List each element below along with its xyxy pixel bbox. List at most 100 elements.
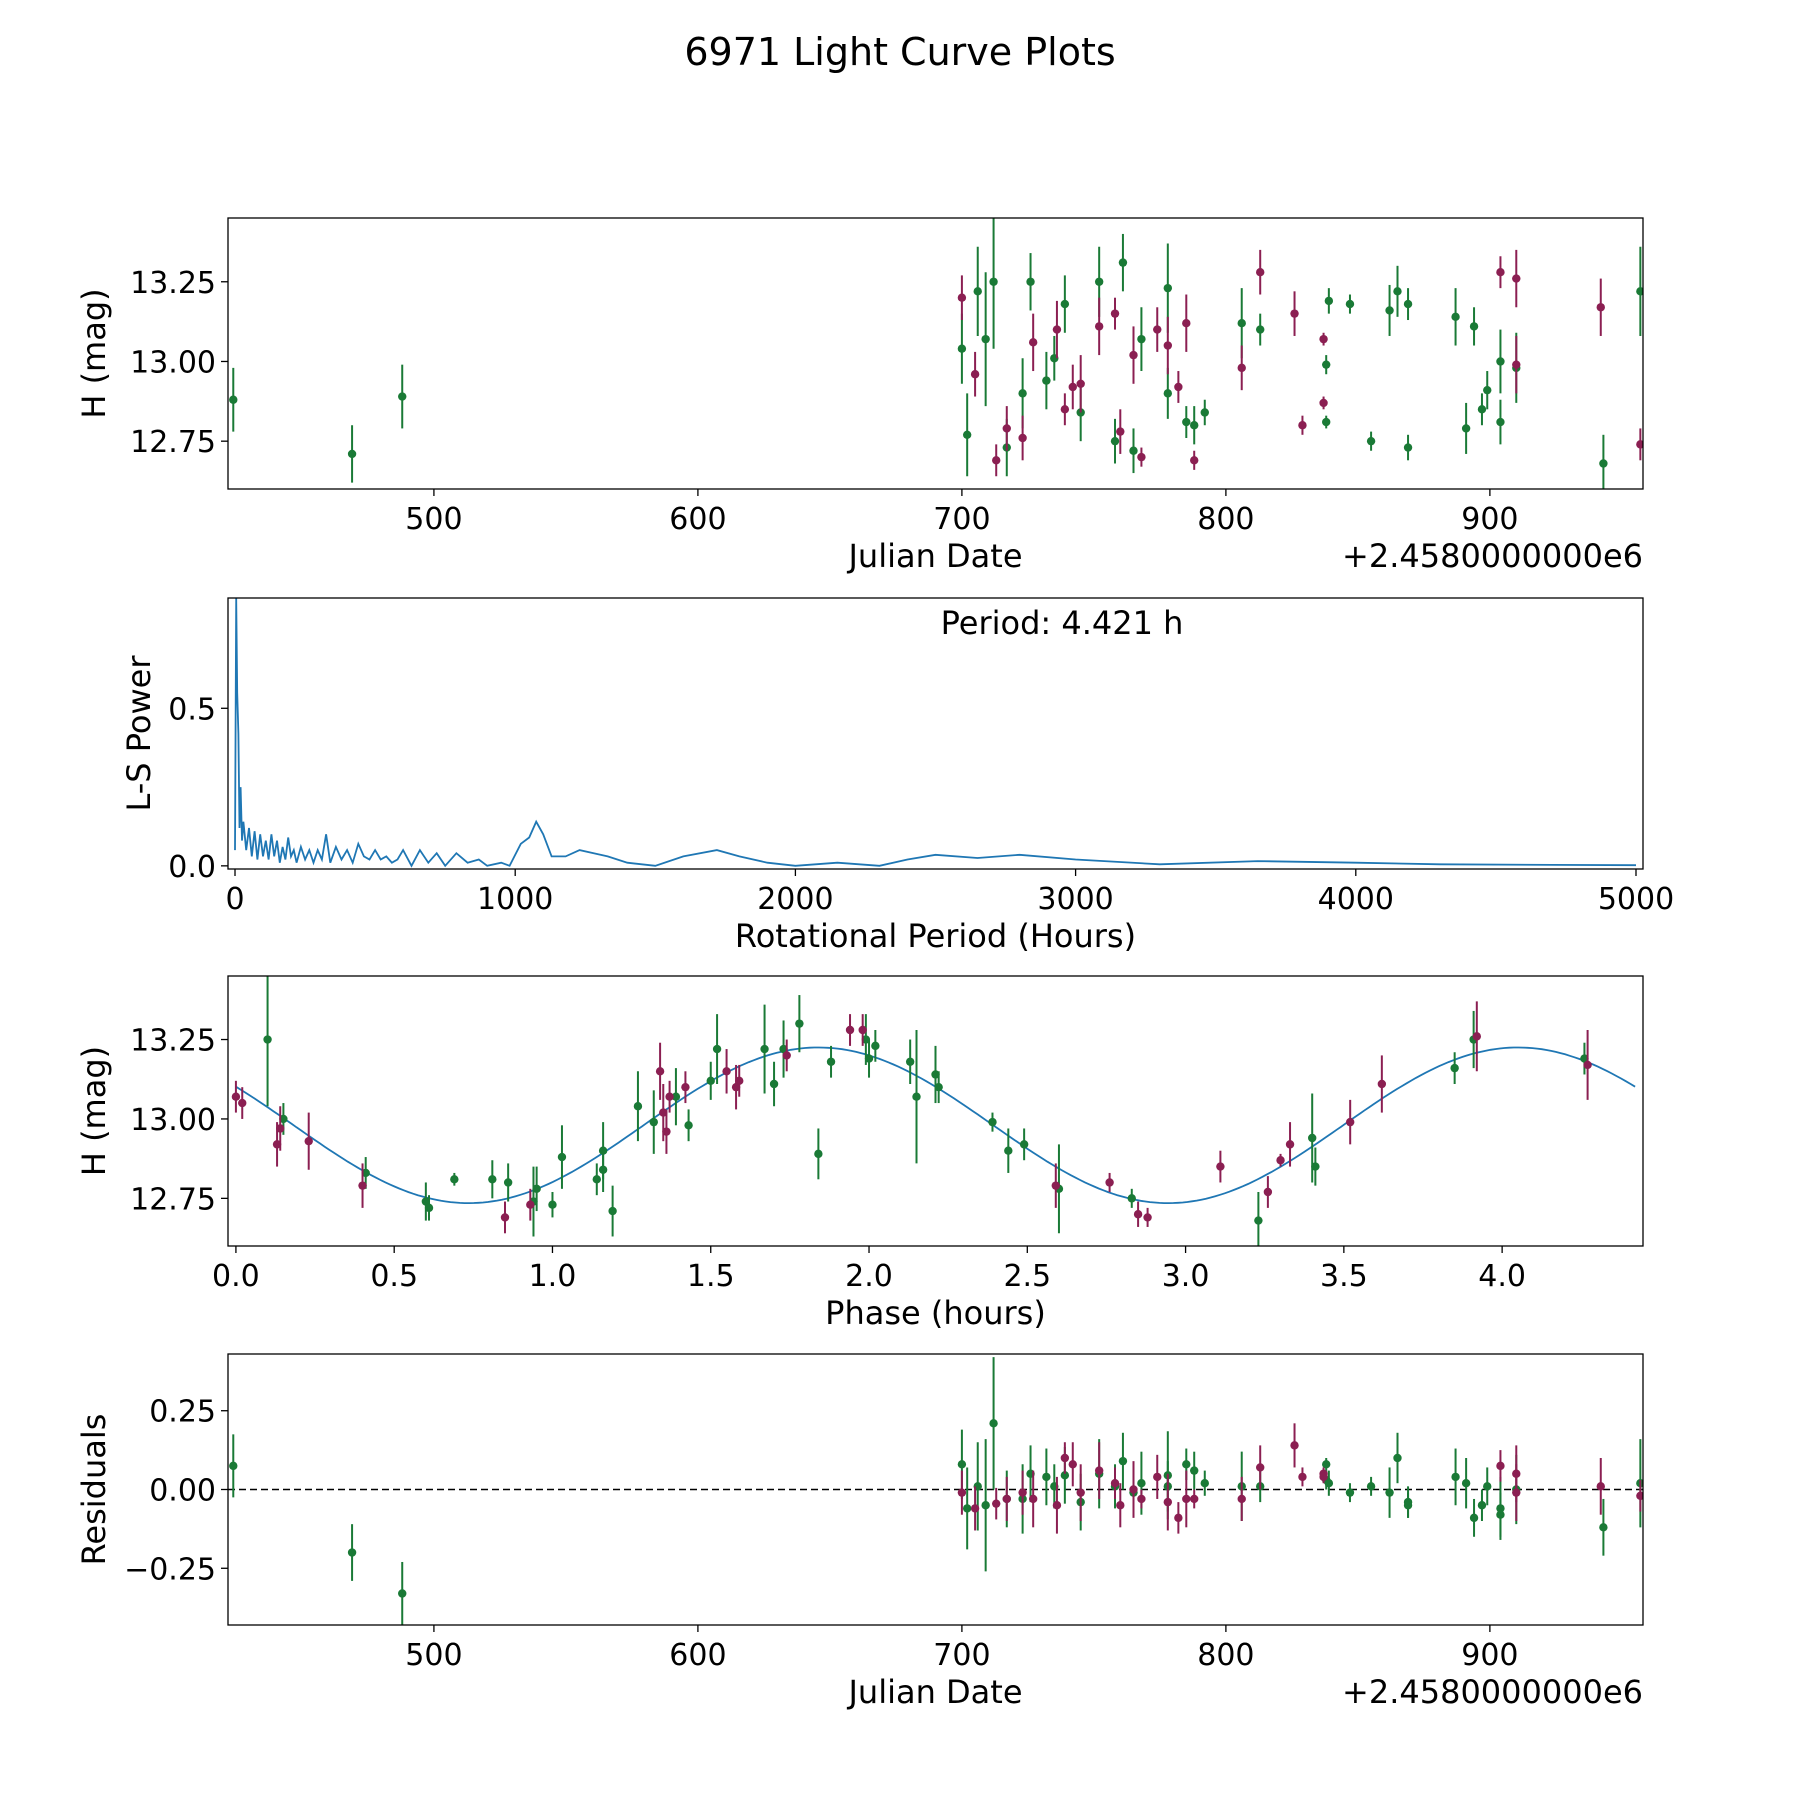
data-point-green — [649, 1117, 658, 1127]
data-point-maroon — [662, 1127, 671, 1136]
data-point-maroon — [1216, 1162, 1225, 1171]
x-tick-label: 2.5 — [1003, 1259, 1051, 1294]
data-point-maroon — [1182, 1494, 1191, 1504]
data-point-green — [532, 1184, 541, 1194]
data-point-maroon — [304, 1136, 313, 1146]
data-point-maroon — [1285, 1140, 1295, 1149]
data-point-maroon — [992, 456, 1001, 465]
data-point-green — [229, 395, 238, 404]
y-tick-label: 0.00 — [149, 1474, 216, 1509]
data-point-green — [861, 1035, 871, 1044]
data-point-maroon — [1060, 405, 1070, 414]
data-point-maroon — [1110, 309, 1120, 318]
figure-title: 6971 Light Curve Plots — [684, 30, 1115, 74]
data-point-green — [421, 1197, 431, 1206]
data-point-maroon — [1002, 1494, 1011, 1504]
x-tick-label: 5000 — [1598, 882, 1674, 917]
data-point-maroon — [1298, 421, 1307, 430]
data-point-green — [962, 1504, 972, 1513]
data-point-green — [1129, 446, 1138, 455]
data-point-green — [1496, 1510, 1505, 1519]
power-line — [234, 598, 1637, 868]
data-point-green — [1403, 443, 1413, 452]
panel-phase: 0.0 0.5 1.0 1.5 2.0 2.5 3.0 3.5 4.0 12.75 13.00 13.… — [75, 975, 1644, 1332]
data-point-maroon — [1129, 350, 1138, 360]
data-point-maroon — [1512, 360, 1521, 369]
data-point-green — [1256, 325, 1265, 334]
y-tick-label: −0.25 — [124, 1552, 216, 1587]
data-point-maroon — [1116, 427, 1125, 436]
data-point-maroon — [1636, 440, 1643, 449]
x-tick-label: 0 — [225, 882, 244, 917]
data-point-maroon — [1018, 1488, 1027, 1497]
data-point-maroon — [1052, 1501, 1062, 1510]
x-tick-label: 2000 — [757, 882, 833, 917]
x-tick-label: 4.0 — [1478, 1259, 1526, 1294]
x-axis-label: Julian Date — [846, 1673, 1022, 1711]
data-point-maroon — [957, 293, 967, 302]
data-point-maroon — [1076, 1488, 1085, 1497]
period-annotation: Period: 4.421 h — [941, 604, 1184, 642]
data-point-maroon — [1028, 338, 1038, 347]
data-point-green — [1026, 277, 1035, 286]
data-point-maroon — [1596, 303, 1605, 312]
data-point-green — [1403, 1501, 1413, 1510]
y-tick-label: 13.25 — [130, 1024, 216, 1059]
x-tick-label: 500 — [405, 1638, 462, 1673]
x-tick-label: 0.5 — [370, 1259, 418, 1294]
data-point-green — [989, 1419, 998, 1428]
data-point-green — [671, 1092, 681, 1101]
data-point-green — [981, 1501, 990, 1510]
data-point-green — [1385, 1488, 1394, 1497]
data-point-maroon — [1163, 1497, 1173, 1507]
data-point-maroon — [1153, 325, 1162, 334]
data-point-maroon — [1052, 325, 1062, 334]
x-offset-label: +2.4580000000e6 — [1342, 1673, 1643, 1711]
data-point-green — [1345, 299, 1355, 309]
data-point-maroon — [1190, 456, 1199, 465]
data-point-green — [1580, 1054, 1589, 1063]
data-point-green — [633, 1102, 643, 1111]
panel-residuals: 500 600 700 800 900 −0.25 0.00 0.25 Julian Date R… — [75, 1353, 1644, 1711]
data-point-green — [931, 1070, 940, 1079]
y-tick-label: 13.00 — [130, 345, 216, 380]
data-point-maroon — [1068, 382, 1077, 392]
data-point-green — [1118, 1456, 1128, 1466]
data-point-green — [1190, 421, 1199, 430]
x-axis-label: Julian Date — [846, 537, 1022, 575]
data-point-maroon — [1182, 319, 1191, 328]
x-axis-label: Phase (hours) — [825, 1294, 1046, 1332]
data-point-green — [1110, 436, 1120, 446]
data-point-green — [1018, 389, 1027, 398]
data-point-green — [934, 1082, 943, 1092]
x-tick-label: 4000 — [1318, 882, 1394, 917]
data-point-green — [398, 1589, 407, 1598]
data-point-green — [1636, 287, 1643, 296]
data-point-maroon — [526, 1200, 535, 1209]
data-point-green — [598, 1165, 608, 1174]
data-point-green — [712, 1044, 722, 1054]
x-tick-label: 600 — [669, 1638, 726, 1673]
x-tick-label: 0.0 — [212, 1259, 260, 1294]
y-axis-label: H (mag) — [75, 1046, 113, 1176]
data-point-green — [1182, 417, 1191, 427]
data-point-green — [1345, 1488, 1355, 1497]
data-point-green — [1254, 1216, 1263, 1225]
data-point-maroon — [358, 1181, 367, 1190]
data-point-maroon — [276, 1124, 285, 1133]
data-point-green — [1366, 1482, 1376, 1491]
data-point-maroon — [1596, 1482, 1605, 1491]
data-point-green — [608, 1206, 617, 1216]
data-point-maroon — [1237, 1494, 1246, 1504]
data-point-green — [347, 449, 357, 459]
y-tick-label: 0.5 — [168, 692, 216, 727]
y-axis-label: H (mag) — [75, 288, 113, 418]
data-point-green — [263, 1035, 272, 1044]
data-point-maroon — [1174, 382, 1183, 392]
data-point-maroon — [1237, 363, 1246, 373]
data-point-green — [488, 1175, 497, 1184]
data-point-green — [1469, 322, 1479, 331]
data-point-green — [1483, 1482, 1492, 1491]
data-point-maroon — [1256, 268, 1265, 277]
x-tick-label: 600 — [669, 502, 726, 537]
